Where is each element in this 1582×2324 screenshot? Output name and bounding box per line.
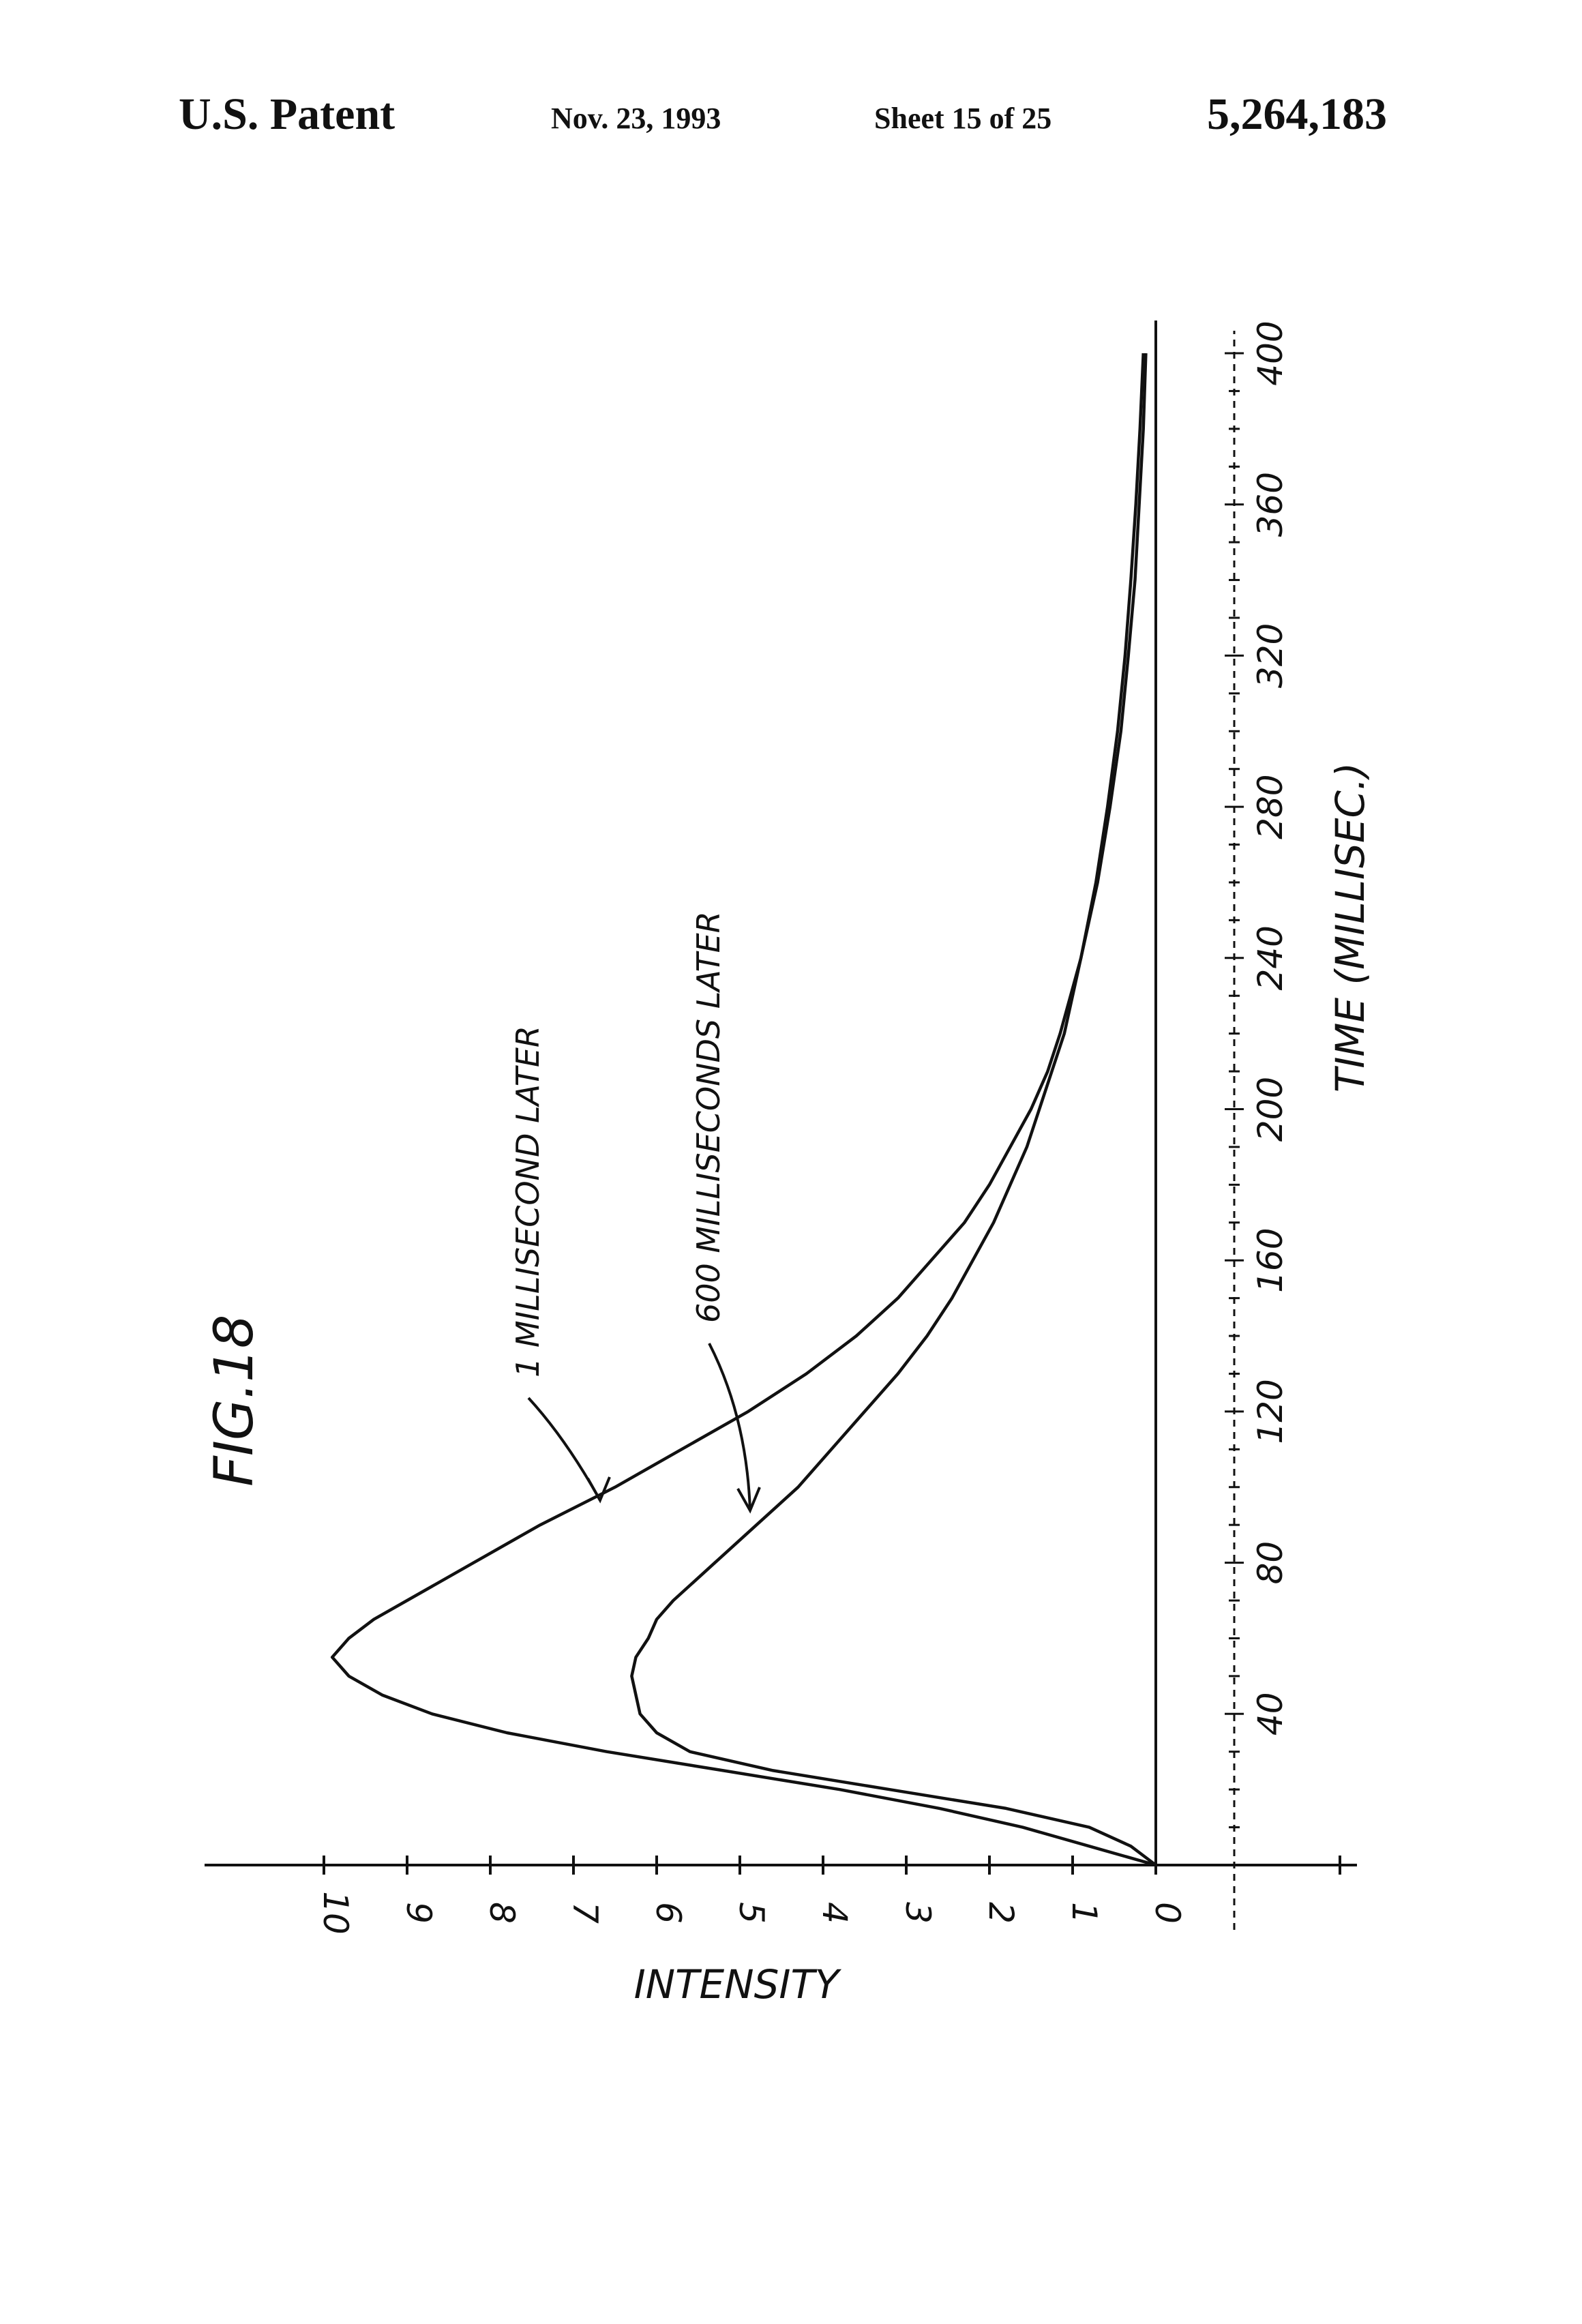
intensity-tick-label: 5 bbox=[732, 1902, 771, 1924]
intensity-tick-label: 7 bbox=[565, 1902, 605, 1924]
annotation-1-millisecond-arrowhead bbox=[588, 1477, 610, 1500]
series-line-1-millisecond bbox=[332, 353, 1156, 1865]
time-tick-label: 160 bbox=[1251, 1227, 1290, 1292]
intensity-tick-label: 4 bbox=[815, 1902, 854, 1924]
intensity-tick-label: 2 bbox=[981, 1902, 1021, 1924]
time-tick-label: 240 bbox=[1251, 925, 1290, 990]
time-tick-label: 200 bbox=[1251, 1077, 1290, 1142]
chart-axes bbox=[205, 321, 1357, 1930]
figure-title: FIG.18 bbox=[204, 1315, 265, 1487]
annotation-600-milliseconds-leader bbox=[709, 1343, 750, 1510]
time-axis-title: TIME (MILLISEC.) bbox=[1327, 762, 1373, 1092]
time-tick-label: 320 bbox=[1251, 623, 1290, 688]
time-tick-label: 400 bbox=[1251, 321, 1290, 385]
intensity-tick-label: 6 bbox=[648, 1902, 688, 1924]
chart-series bbox=[332, 353, 1156, 1865]
intensity-tick-label: 3 bbox=[898, 1902, 938, 1924]
annotation-1-millisecond-leader bbox=[528, 1398, 600, 1500]
chart-ticks bbox=[324, 353, 1340, 1875]
time-tick-label: 80 bbox=[1251, 1541, 1290, 1585]
annotation-1-millisecond-label: 1 MILLISECOND LATER bbox=[509, 1026, 546, 1377]
intensity-tick-label: 8 bbox=[482, 1902, 522, 1924]
intensity-tick-label: 9 bbox=[399, 1902, 438, 1924]
annotation-600-milliseconds-label: 600 MILLISECONDS LATER bbox=[690, 911, 727, 1323]
intensity-tick-label: 10 bbox=[316, 1891, 355, 1935]
chart-labels: 1098765432104080120160200240280320360400… bbox=[204, 321, 1373, 2008]
time-tick-label: 360 bbox=[1251, 472, 1290, 537]
time-tick-label: 40 bbox=[1251, 1692, 1290, 1735]
intensity-tick-label: 0 bbox=[1148, 1902, 1187, 1924]
time-tick-label: 280 bbox=[1251, 774, 1290, 839]
time-tick-label: 120 bbox=[1251, 1379, 1290, 1444]
intensity-tick-label: 1 bbox=[1064, 1902, 1104, 1924]
intensity-axis-title: INTENSITY bbox=[634, 1961, 842, 2008]
